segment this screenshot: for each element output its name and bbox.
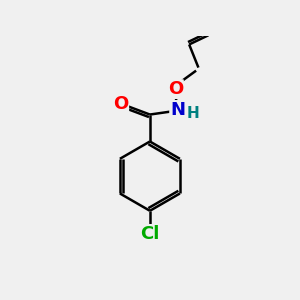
Text: O: O [168,80,183,98]
Text: Cl: Cl [140,225,160,243]
Text: N: N [170,101,185,119]
Text: H: H [187,106,200,121]
Text: O: O [113,95,128,113]
